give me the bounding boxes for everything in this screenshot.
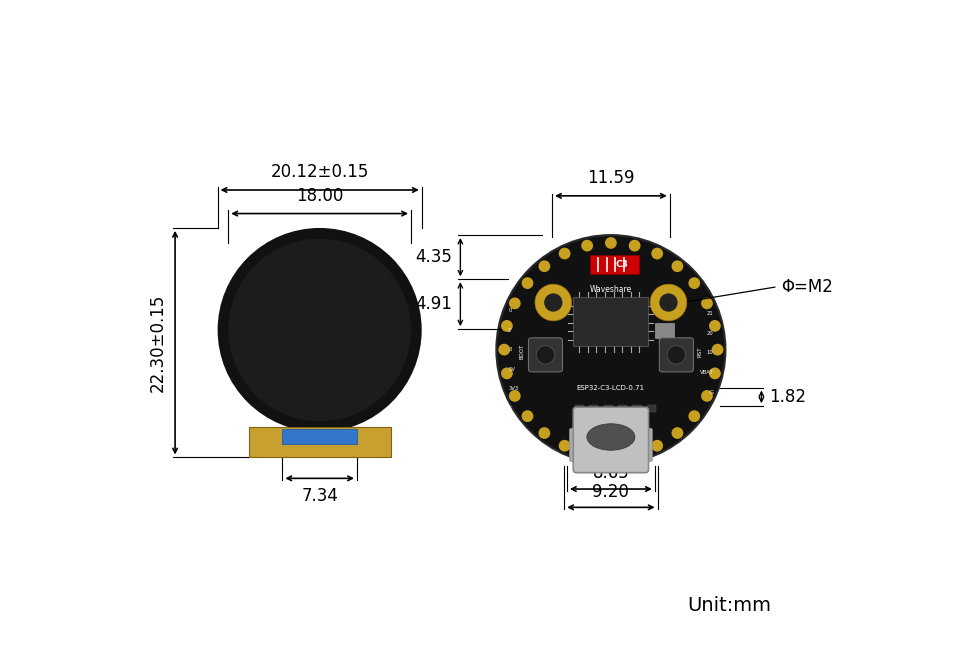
- Circle shape: [581, 240, 593, 251]
- Circle shape: [509, 390, 520, 402]
- Text: 22.30±0.15: 22.30±0.15: [149, 294, 167, 392]
- Circle shape: [539, 260, 550, 272]
- FancyBboxPatch shape: [642, 428, 653, 461]
- Circle shape: [651, 248, 663, 259]
- Circle shape: [509, 298, 520, 310]
- Text: 8.65: 8.65: [592, 465, 629, 482]
- Circle shape: [688, 277, 700, 289]
- FancyBboxPatch shape: [573, 407, 649, 473]
- Text: 11.59: 11.59: [588, 170, 635, 187]
- Circle shape: [651, 440, 663, 451]
- Text: 4.91: 4.91: [416, 295, 452, 313]
- Circle shape: [709, 320, 721, 332]
- FancyBboxPatch shape: [590, 255, 639, 275]
- Text: Φ=M2: Φ=M2: [781, 278, 833, 296]
- Circle shape: [701, 298, 713, 310]
- Text: 4.35: 4.35: [416, 248, 452, 266]
- Circle shape: [711, 344, 724, 356]
- Text: 20: 20: [707, 331, 713, 336]
- FancyBboxPatch shape: [656, 323, 674, 338]
- Circle shape: [544, 293, 563, 312]
- Text: Unit:mm: Unit:mm: [687, 596, 771, 614]
- Text: Waveshare: Waveshare: [589, 285, 632, 294]
- Circle shape: [709, 368, 721, 380]
- Ellipse shape: [587, 424, 635, 450]
- Circle shape: [629, 240, 640, 251]
- Circle shape: [218, 228, 421, 432]
- Text: ESP32-C3-LCD-0.71: ESP32-C3-LCD-0.71: [577, 385, 645, 391]
- Text: 9.20: 9.20: [592, 483, 630, 501]
- Circle shape: [501, 368, 513, 380]
- Circle shape: [701, 390, 713, 402]
- Circle shape: [688, 411, 700, 422]
- FancyBboxPatch shape: [647, 405, 656, 412]
- FancyBboxPatch shape: [633, 405, 641, 412]
- Circle shape: [671, 427, 684, 439]
- Circle shape: [660, 293, 678, 312]
- Text: 5V: 5V: [508, 367, 516, 372]
- Circle shape: [539, 427, 550, 439]
- Circle shape: [537, 346, 555, 364]
- Circle shape: [671, 260, 684, 272]
- Circle shape: [667, 346, 685, 364]
- FancyBboxPatch shape: [282, 429, 357, 444]
- FancyBboxPatch shape: [528, 338, 563, 372]
- FancyBboxPatch shape: [589, 405, 598, 412]
- FancyBboxPatch shape: [569, 428, 580, 461]
- Circle shape: [559, 440, 570, 451]
- Circle shape: [498, 344, 510, 356]
- Circle shape: [605, 237, 616, 249]
- Text: 20.12±0.15: 20.12±0.15: [271, 164, 369, 182]
- FancyBboxPatch shape: [573, 297, 648, 346]
- Circle shape: [521, 411, 534, 422]
- Text: G: G: [709, 389, 713, 395]
- Circle shape: [228, 239, 411, 421]
- Text: BOOT: BOOT: [519, 344, 524, 359]
- FancyBboxPatch shape: [249, 427, 391, 457]
- Circle shape: [496, 235, 726, 464]
- Circle shape: [650, 284, 686, 321]
- Text: 21: 21: [707, 311, 713, 316]
- Text: G: G: [508, 406, 512, 411]
- Text: VBAT: VBAT: [700, 370, 713, 375]
- Text: 10: 10: [707, 350, 713, 355]
- FancyBboxPatch shape: [575, 405, 584, 412]
- Circle shape: [501, 320, 513, 332]
- Text: 7.34: 7.34: [301, 487, 338, 505]
- Circle shape: [535, 284, 571, 321]
- FancyBboxPatch shape: [660, 338, 693, 372]
- FancyBboxPatch shape: [618, 405, 627, 412]
- Text: RST: RST: [697, 346, 703, 357]
- Text: 1.82: 1.82: [769, 388, 806, 406]
- Circle shape: [559, 248, 570, 259]
- FancyBboxPatch shape: [604, 405, 612, 412]
- Text: 3V3: 3V3: [508, 386, 518, 391]
- Text: C3: C3: [615, 260, 629, 269]
- Text: 3: 3: [508, 347, 512, 352]
- Text: 18.00: 18.00: [296, 187, 344, 205]
- Circle shape: [521, 277, 534, 289]
- Text: 2: 2: [508, 327, 512, 333]
- Text: 0: 0: [508, 308, 512, 313]
